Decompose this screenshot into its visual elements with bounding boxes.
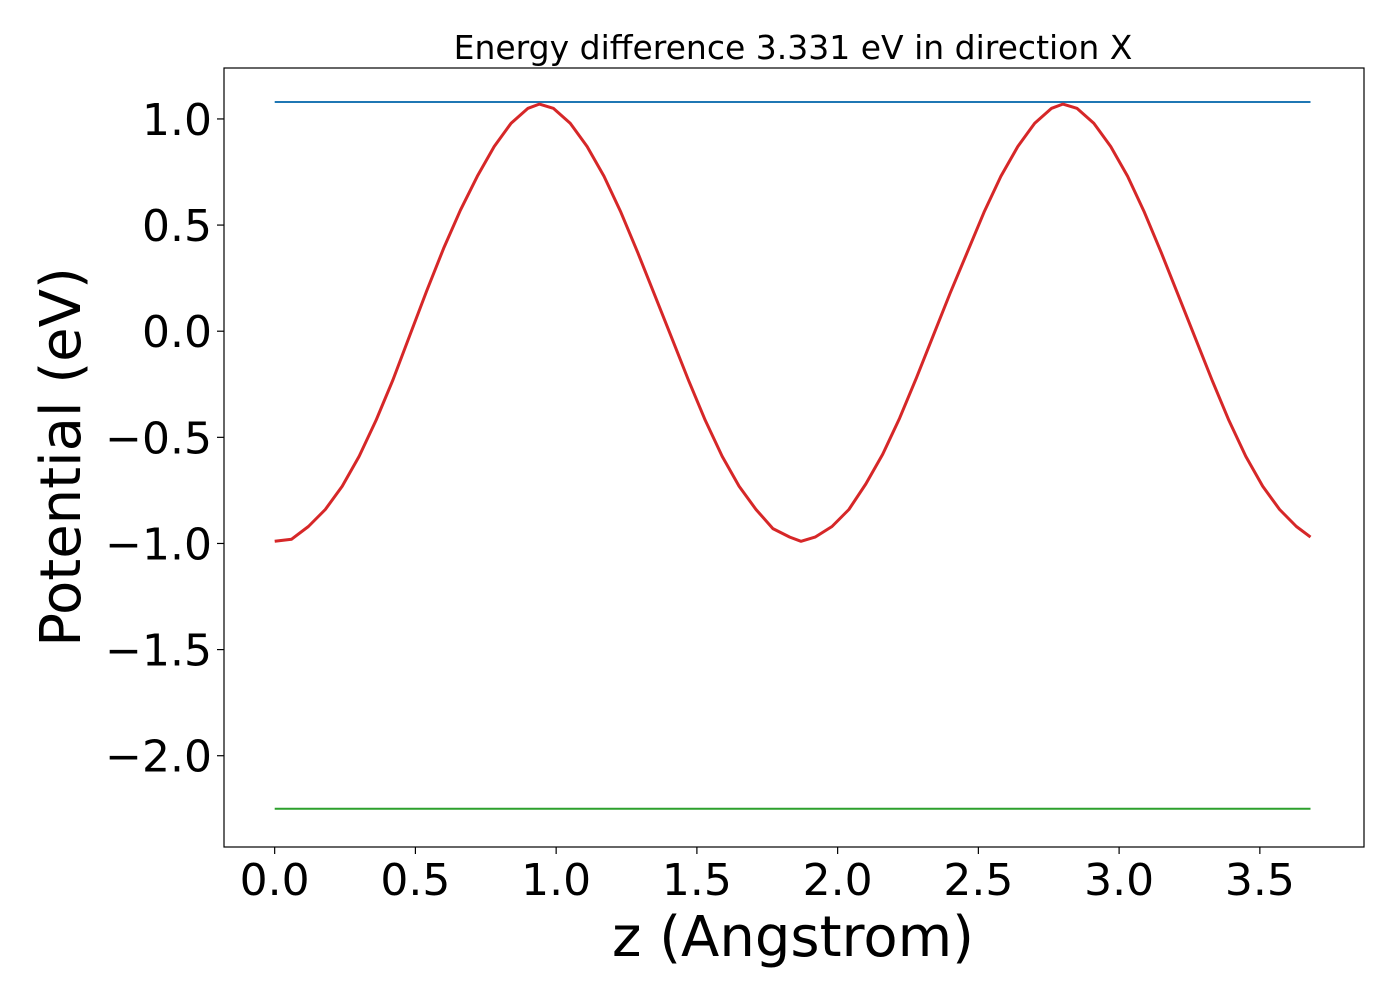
y-tick-label: −2.0 — [105, 732, 212, 783]
x-tick-label: 1.5 — [662, 855, 732, 906]
y-axis-ticks: 1.0 0.5 0.0 −0.5 −1.0 −1.5 −2.0 — [105, 95, 224, 783]
x-tick-label: 2.0 — [803, 855, 873, 906]
y-tick-label: 0.5 — [142, 201, 212, 252]
y-tick-label: 0.0 — [142, 307, 212, 358]
x-axis-ticks: 0.0 0.5 1.0 1.5 2.0 2.5 3.0 3.5 — [240, 847, 1295, 906]
x-tick-label: 2.5 — [943, 855, 1013, 906]
x-tick-label: 3.5 — [1225, 855, 1295, 906]
y-axis-label: Potential (eV) — [29, 267, 94, 647]
x-tick-label: 0.0 — [240, 855, 310, 906]
series-line-3 — [274, 102, 1312, 543]
x-axis-label: z (Angstrom) — [612, 905, 974, 970]
y-tick-label: 1.0 — [142, 95, 212, 146]
y-tick-label: −1.0 — [105, 519, 212, 570]
series-layer — [274, 101, 1312, 810]
plot-frame — [223, 67, 1365, 848]
y-tick-label: −0.5 — [105, 413, 212, 464]
chart-title: Energy difference 3.331 eV in direction … — [454, 28, 1133, 67]
y-tick-label: −1.5 — [105, 626, 212, 677]
x-tick-label: 3.0 — [1084, 855, 1154, 906]
x-tick-label: 0.5 — [380, 855, 450, 906]
x-tick-label: 1.0 — [521, 855, 591, 906]
